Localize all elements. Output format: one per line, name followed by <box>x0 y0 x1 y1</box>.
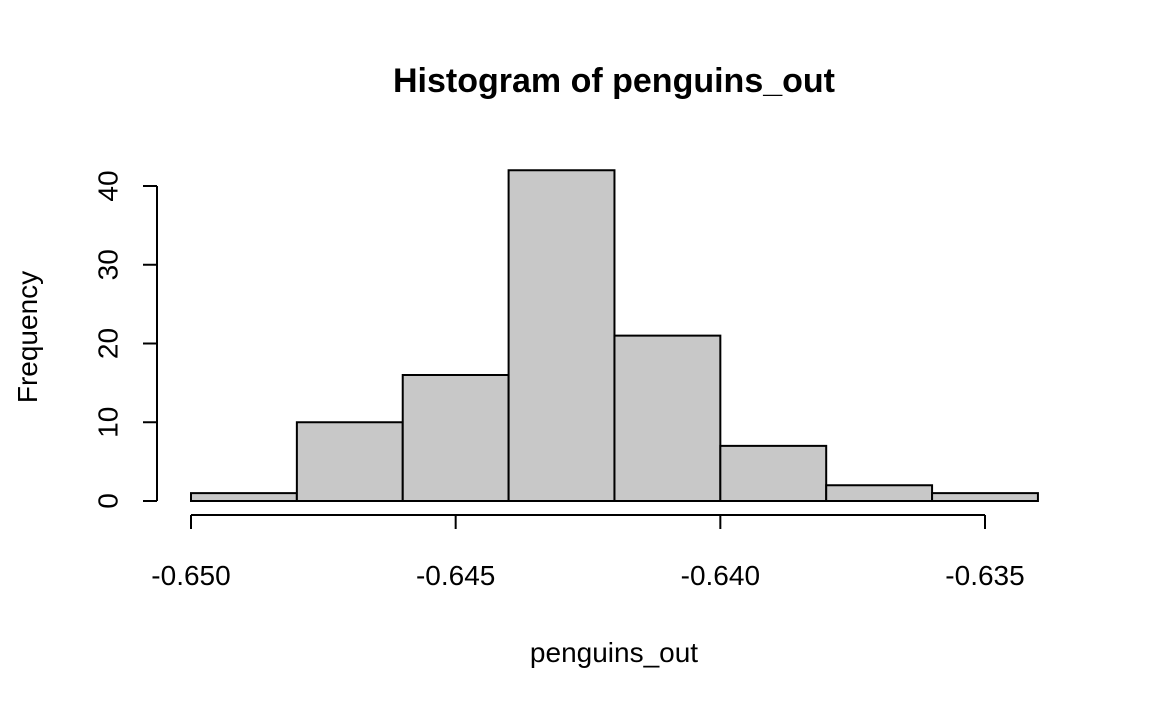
histogram-bar <box>401 374 510 502</box>
x-tick-label: -0.645 <box>416 560 495 591</box>
x-axis-label: penguins_out <box>530 637 698 668</box>
y-tick-label: 40 <box>92 170 123 201</box>
histogram-bar <box>295 421 404 502</box>
y-tick-label: 10 <box>92 407 123 438</box>
x-tick-label: -0.640 <box>681 560 760 591</box>
chart-title: Histogram of penguins_out <box>393 62 835 100</box>
y-tick-label: 0 <box>92 493 123 509</box>
histogram-bar <box>507 169 616 502</box>
x-tick-label: -0.650 <box>151 560 230 591</box>
x-tick-label: -0.635 <box>945 560 1024 591</box>
histogram-bars <box>190 169 1039 502</box>
histogram-bar <box>613 334 722 502</box>
y-axis-label: Frequency <box>12 271 43 403</box>
histogram-bar <box>825 484 934 502</box>
histogram-bar <box>931 492 1039 502</box>
y-tick-label: 20 <box>92 328 123 359</box>
histogram-bar <box>190 492 298 502</box>
x-axis: -0.650 -0.645 -0.640 -0.635 <box>151 514 1025 591</box>
y-tick-label: 30 <box>92 249 123 280</box>
histogram-bar <box>719 444 828 502</box>
y-axis: 0 10 20 30 40 <box>92 170 158 509</box>
